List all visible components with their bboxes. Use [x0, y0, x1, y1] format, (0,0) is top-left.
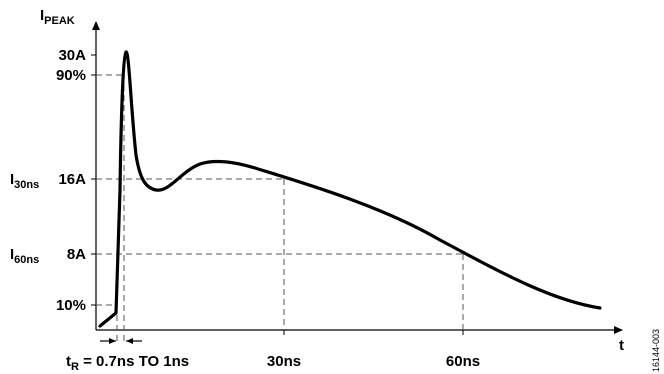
x-label-30ns: 30ns	[267, 353, 301, 370]
figure-id: 16144-003	[651, 329, 661, 372]
y-label-8a: 8A	[67, 246, 86, 263]
y-label-90pct: 90%	[56, 67, 86, 84]
y-label-i30ns: I30ns	[10, 171, 39, 191]
current-waveform	[98, 50, 602, 328]
y-label-10pct: 10%	[56, 297, 86, 314]
y-axis-label: IPEAK	[40, 7, 75, 27]
x-label-60ns: 60ns	[446, 353, 480, 370]
rise-time-label: tR = 0.7ns TO 1ns	[66, 353, 189, 373]
y-label-30a: 30A	[58, 47, 86, 64]
guide-lines	[96, 74, 464, 345]
y-label-16a: 16A	[58, 171, 86, 188]
y-label-i60ns: I60ns	[10, 246, 39, 266]
x-axis-label: t	[619, 337, 624, 354]
